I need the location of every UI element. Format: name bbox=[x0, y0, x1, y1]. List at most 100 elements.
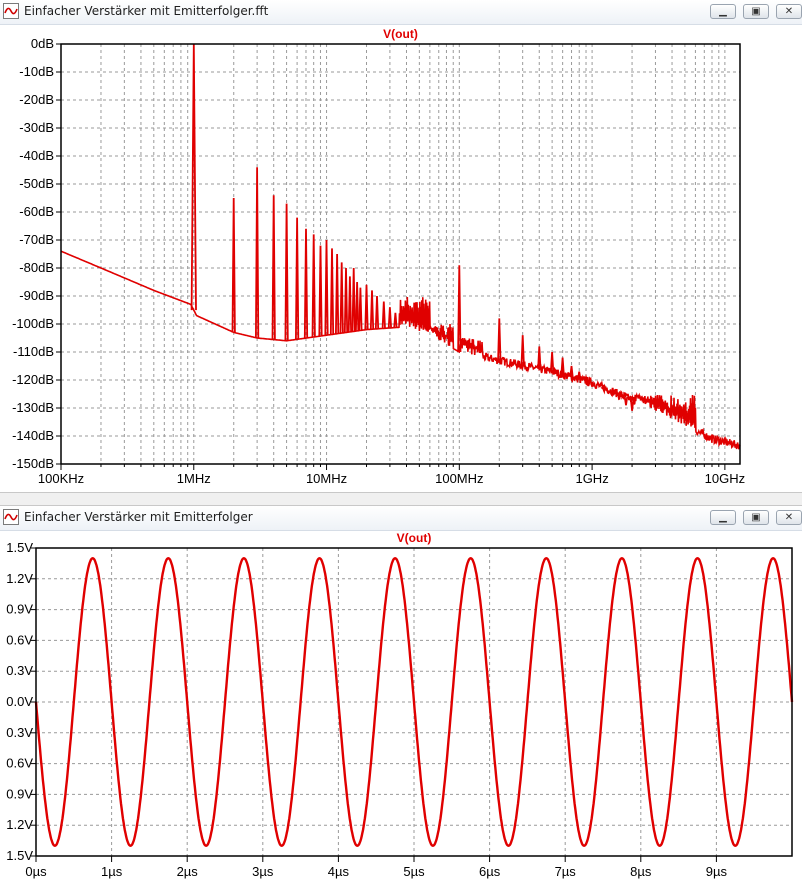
x-tick-label: 100KHz bbox=[38, 471, 84, 486]
y-tick-label: 0dB bbox=[31, 36, 54, 51]
x-tick-label: 1GHz bbox=[575, 471, 608, 486]
fft-peak bbox=[311, 234, 316, 338]
fft-peak bbox=[271, 195, 276, 340]
waveform-icon bbox=[3, 3, 19, 19]
chart-title: V(out) bbox=[383, 27, 418, 41]
minimize-icon: ▁ bbox=[719, 6, 727, 17]
x-tick-label: 5µs bbox=[403, 864, 425, 879]
fft-peak bbox=[343, 267, 349, 333]
y-tick-label: -90dB bbox=[19, 288, 54, 303]
y-tick-label: -110dB bbox=[13, 344, 54, 359]
fft-peak bbox=[364, 284, 369, 330]
fft-peak bbox=[355, 281, 360, 331]
fft-peak bbox=[550, 351, 555, 372]
minimize-icon: ▁ bbox=[719, 512, 727, 523]
plot-frame bbox=[35, 547, 793, 857]
fft-peak bbox=[609, 390, 614, 397]
fft-peak bbox=[335, 253, 340, 334]
minimize-button[interactable]: ▁ bbox=[710, 510, 736, 525]
y-tick-label: 0.0V bbox=[6, 694, 33, 709]
fft-peak bbox=[324, 239, 329, 336]
y-tick-label: -120dB bbox=[12, 372, 54, 387]
y-tick-label: -50dB bbox=[19, 176, 54, 191]
fft-peak bbox=[393, 312, 398, 328]
plot-frame bbox=[60, 43, 741, 465]
x-tick-label: 6µs bbox=[479, 864, 501, 879]
time-plot[interactable]: V(out) 1.5V 1.2V 0.9V 0.6V 0.3V 0.0V 0.3V 0.6V 0.… bbox=[0, 530, 802, 886]
x-tick-label: 1µs bbox=[101, 864, 123, 879]
fft-peak bbox=[560, 357, 565, 375]
x-tick-label: 100MHz bbox=[435, 471, 483, 486]
fft-peak bbox=[339, 262, 344, 334]
fft-peak bbox=[457, 265, 462, 353]
y-tick-label: -70dB bbox=[19, 232, 54, 247]
x-tick-label: 4µs bbox=[328, 864, 350, 879]
fft-peak bbox=[520, 335, 525, 366]
x-tick-label: 10GHz bbox=[705, 471, 745, 486]
fft-peak bbox=[537, 346, 542, 369]
fft-plot[interactable]: V(out) 0dB -10dB -20dB -30dB -40dB -50dB -60dB -… bbox=[0, 24, 802, 492]
x-tick-label: 10MHz bbox=[306, 471, 347, 486]
y-tick-label: 0.9V bbox=[6, 602, 33, 617]
fft-peak bbox=[600, 386, 605, 390]
fft-peak bbox=[497, 318, 502, 361]
fft-peak bbox=[284, 203, 289, 341]
restore-button[interactable]: ▣ bbox=[743, 4, 769, 19]
y-tick-label: 1.5V bbox=[6, 848, 33, 863]
x-tick-label: 8µs bbox=[630, 864, 652, 879]
restore-button[interactable]: ▣ bbox=[743, 510, 769, 525]
fft-peak bbox=[318, 245, 323, 337]
y-tick-label: -130dB bbox=[12, 400, 54, 415]
y-tick-label: -100dB bbox=[12, 316, 54, 331]
y-tick-label: 1.2V bbox=[6, 571, 33, 586]
x-tick-label: 1MHz bbox=[177, 471, 211, 486]
x-tick-label: 7µs bbox=[555, 864, 577, 879]
fft-window: Einfacher Verstärker mit Emitterfolger.f… bbox=[0, 0, 802, 492]
y-tick-label: -150dB bbox=[12, 456, 54, 471]
y-tick-label: -80dB bbox=[19, 260, 54, 275]
y-tick-label: 0.6V bbox=[6, 756, 33, 771]
fft-peak bbox=[231, 197, 236, 333]
time-window-title: Einfacher Verstärker mit Emitterfolger bbox=[24, 510, 253, 524]
y-tick-label: 0.3V bbox=[6, 663, 33, 678]
fft-window-title: Einfacher Verstärker mit Emitterfolger.f… bbox=[24, 4, 269, 18]
window-separator bbox=[0, 492, 802, 506]
fft-peak bbox=[255, 167, 260, 339]
fft-peak bbox=[347, 276, 352, 332]
fft-peak bbox=[295, 217, 300, 340]
x-tick-label: 2µs bbox=[177, 864, 199, 879]
close-button[interactable]: ✕ bbox=[776, 4, 802, 19]
fft-peak bbox=[617, 394, 622, 400]
fft-peak bbox=[569, 365, 574, 378]
time-title-bar[interactable]: Einfacher Verstärker mit Emitterfolger ▁… bbox=[0, 506, 802, 531]
close-button[interactable]: ✕ bbox=[776, 510, 802, 525]
y-tick-label: 0.6V bbox=[6, 632, 33, 647]
fft-peak bbox=[387, 307, 392, 329]
close-icon: ✕ bbox=[784, 512, 794, 523]
fft-peak bbox=[623, 396, 629, 406]
restore-icon: ▣ bbox=[751, 6, 761, 17]
fft-title-bar[interactable]: Einfacher Verstärker mit Emitterfolger.f… bbox=[0, 0, 802, 25]
fft-peak bbox=[329, 248, 335, 335]
time-window: Einfacher Verstärker mit Emitterfolger ▁… bbox=[0, 506, 802, 886]
waveform-icon bbox=[3, 509, 19, 525]
y-tick-label: -20dB bbox=[19, 92, 54, 107]
x-tick-label: 9µs bbox=[706, 864, 728, 879]
y-tick-label: -10dB bbox=[19, 64, 54, 79]
y-tick-label: 1.5V bbox=[6, 540, 33, 555]
fft-peak bbox=[369, 290, 375, 330]
restore-icon: ▣ bbox=[751, 512, 761, 523]
fft-peak bbox=[381, 301, 386, 329]
y-tick-label: 1.2V bbox=[6, 817, 33, 832]
close-icon: ✕ bbox=[784, 6, 794, 17]
minimize-button[interactable]: ▁ bbox=[710, 4, 736, 19]
sine-trace bbox=[34, 557, 794, 847]
fft-peak bbox=[577, 371, 582, 380]
chart-title: V(out) bbox=[397, 531, 432, 545]
fft-peak bbox=[303, 228, 309, 339]
fft-peak bbox=[374, 295, 380, 329]
y-tick-label: 0.3V bbox=[6, 725, 33, 740]
x-tick-label: 0µs bbox=[25, 864, 47, 879]
fft-peak bbox=[583, 374, 589, 382]
y-tick-label: -140dB bbox=[12, 428, 54, 443]
